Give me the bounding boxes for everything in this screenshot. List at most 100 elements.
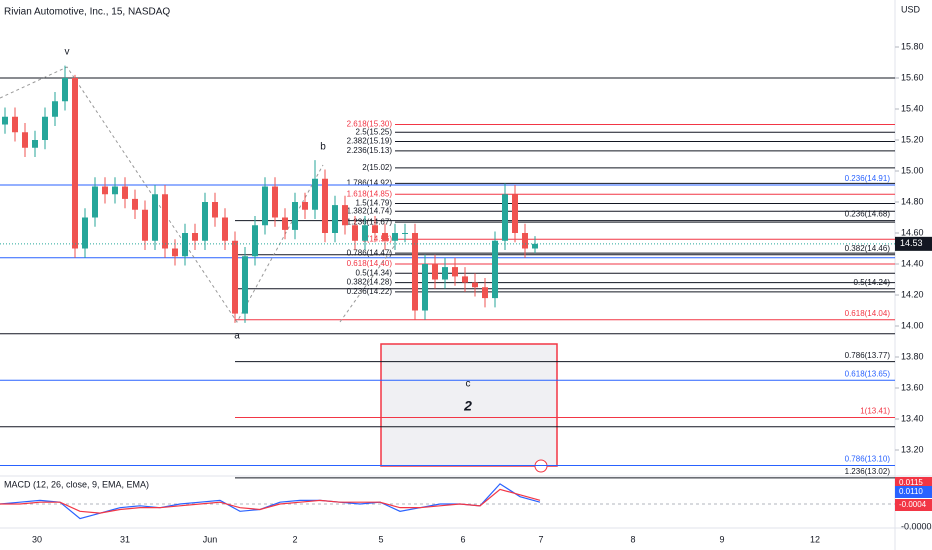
x-tick-label: 7 — [538, 534, 543, 544]
wave-label: b — [320, 142, 326, 153]
y-tick-label: 14.00 — [901, 320, 924, 330]
candle-body — [62, 78, 68, 102]
candle-body — [392, 233, 398, 241]
candle-body — [492, 240, 498, 299]
candle-body — [422, 264, 428, 311]
fib-label: 1(14.56) — [362, 234, 392, 243]
candle-body — [352, 225, 358, 241]
fib-label: 0.236(14.68) — [845, 210, 891, 219]
candle-body — [292, 202, 298, 230]
candle-body — [322, 178, 328, 233]
y-tick-label: 15.20 — [901, 134, 924, 144]
fib-label: 0.382(14.28) — [347, 278, 393, 287]
candle-body — [502, 194, 508, 241]
candle-body — [262, 186, 268, 226]
y-tick-label: 15.80 — [901, 41, 924, 51]
y-tick-label: 13.20 — [901, 444, 924, 454]
fib-label: 1.236(13.02) — [845, 467, 891, 476]
candle-body — [532, 243, 538, 249]
x-tick-label: 12 — [810, 534, 820, 544]
candle-body — [22, 132, 28, 148]
candle-body — [102, 186, 108, 195]
x-tick-label: 5 — [378, 534, 383, 544]
fib-label: 0.786(13.77) — [845, 351, 891, 360]
x-tick-label: 31 — [120, 534, 130, 544]
fib-label: 1.618(14.85) — [347, 189, 393, 198]
candle-body — [272, 186, 278, 218]
chart-title: Rivian Automotive, Inc., 15, NASDAQ — [4, 7, 170, 18]
fib-label: 0.618(14.40) — [347, 259, 393, 268]
candle-body — [412, 233, 418, 311]
candle-body — [52, 101, 58, 117]
candle-body — [192, 233, 198, 241]
wave-label: 2 — [463, 398, 472, 414]
y-tick-label: 15.60 — [901, 72, 924, 82]
last-price-label: 14.53 — [900, 238, 923, 248]
currency: USD — [901, 4, 921, 14]
macd-tag-label: 0.0110 — [899, 487, 923, 496]
x-tick-label: 8 — [630, 534, 635, 544]
candle-body — [92, 186, 98, 218]
candle-body — [372, 225, 378, 233]
wave-label: a — [234, 331, 240, 342]
candle-body — [242, 256, 248, 314]
fib-label: 0.236(14.22) — [347, 287, 393, 296]
fib-label: 2.5(15.25) — [356, 127, 393, 136]
candle-body — [172, 248, 178, 257]
candle-body — [442, 267, 448, 280]
candle-body — [112, 186, 118, 195]
candle-body — [522, 233, 528, 249]
fib-label: 0.5(14.24) — [854, 278, 891, 287]
y-tick-label: 15.40 — [901, 103, 924, 113]
candle-body — [132, 198, 138, 210]
fib-label: 0.382(14.46) — [845, 244, 891, 253]
y-tick-label: 14.60 — [901, 227, 924, 237]
macd-tag — [895, 499, 932, 511]
fib-label: 2.618(15.30) — [347, 120, 393, 129]
candle-body — [202, 202, 208, 241]
candle-body — [182, 233, 188, 257]
y-tick-label: 14.80 — [901, 196, 924, 206]
candle-body — [382, 233, 388, 241]
macd-line — [0, 483, 541, 520]
candle-body — [232, 240, 238, 314]
fib-label: 1.382(14.74) — [347, 206, 393, 215]
candle-body — [82, 217, 88, 249]
x-tick-label: 30 — [32, 534, 42, 544]
macd-title: MACD (12, 26, close, 9, EMA, EMA) — [4, 479, 149, 489]
macd-tag-label: 0.0115 — [899, 478, 923, 487]
candle-body — [462, 276, 468, 283]
fib-label: 0.786(14.47) — [347, 248, 393, 257]
x-tick-label: 6 — [460, 534, 465, 544]
candle-body — [72, 78, 78, 249]
candle-body — [302, 202, 308, 210]
last-price-tag — [895, 236, 932, 251]
candle-body — [402, 233, 408, 234]
candle-body — [42, 116, 48, 140]
x-tick-label: 2 — [292, 534, 297, 544]
y-tick-label: 15.00 — [901, 165, 924, 175]
candle-body — [472, 282, 478, 288]
candle-body — [332, 205, 338, 233]
candle-body — [212, 202, 218, 218]
y-tick-label: 14.20 — [901, 289, 924, 299]
candle-body — [162, 194, 168, 249]
fib-label: 1.5(14.79) — [356, 199, 393, 208]
candle-body — [312, 178, 318, 210]
fib-label: 0.5(14.34) — [356, 268, 393, 277]
fib-label: 0.236(14.91) — [845, 174, 891, 183]
candle-body — [142, 209, 148, 241]
fib-label: 0.786(13.10) — [845, 455, 891, 464]
macd-tag-label: -0.0004 — [899, 500, 927, 509]
fib-label: 2.236(15.13) — [347, 146, 393, 155]
candle-body — [152, 194, 158, 241]
candle-body — [342, 205, 348, 226]
x-tick-label: Jun — [203, 534, 218, 544]
fib-label: 0.618(13.65) — [845, 369, 891, 378]
fib-label: 2.382(15.19) — [347, 137, 393, 146]
candle-body — [452, 267, 458, 277]
y-tick-label: 13.80 — [901, 351, 924, 361]
macd-line — [0, 488, 541, 514]
